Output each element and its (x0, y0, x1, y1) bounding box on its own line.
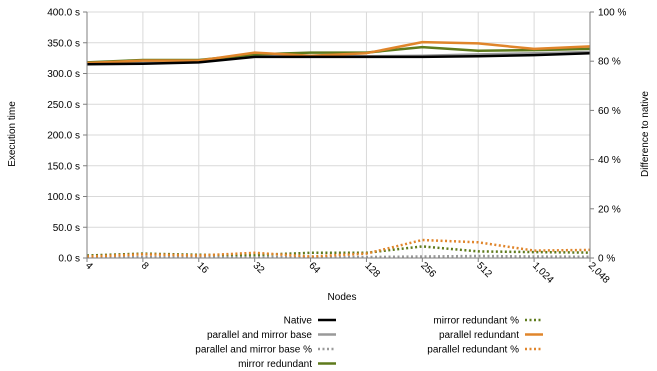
legend-label: parallel and mirror base (207, 330, 312, 341)
y-tick-label: 200.0 s (47, 131, 80, 142)
x-tick-label: 16 (195, 260, 211, 276)
legend-label: parallel redundant (439, 330, 519, 341)
x-tick-label: 64 (306, 260, 322, 276)
series-line-parallel-and-mirror-base-pct (86, 254, 591, 259)
y2-tick-label: 20 % (598, 204, 621, 215)
legend-label: parallel and mirror base % (195, 345, 312, 356)
y2-tick-label: 40 % (598, 155, 621, 166)
y-tick-label: 300.0 s (47, 69, 80, 80)
x-tick-label: 256 (418, 260, 438, 280)
x-tick-label: 8 (139, 260, 151, 272)
y2-tick-label: 60 % (598, 106, 621, 117)
x-tick-label: 4 (83, 260, 95, 272)
legend-label: mirror redundant % (433, 316, 519, 327)
y-tick-label: 100.0 s (47, 192, 80, 203)
legend-label: Native (284, 316, 313, 327)
y2-axis-title: Difference to native (640, 91, 651, 177)
y-axis-title: Execution time (7, 101, 18, 167)
x-axis-title: Nodes (328, 292, 357, 303)
legend-label: parallel redundant % (427, 345, 519, 356)
y-tick-label: 50.0 s (53, 223, 80, 234)
y-tick-label: 250.0 s (47, 100, 80, 111)
y-tick-label: 0.0 s (58, 254, 80, 265)
y2-tick-label: 0 % (598, 254, 615, 265)
legend-label: mirror redundant (238, 359, 312, 370)
x-tick-label: 128 (362, 260, 382, 280)
legend: Native parallel and mirror base parallel a… (195, 316, 543, 370)
y2-tick-label: 100 % (598, 8, 626, 19)
y-tick-label: 150.0 s (47, 161, 80, 172)
y-tick-label: 350.0 s (47, 38, 80, 49)
series-line-native (86, 51, 591, 66)
y2-tick-label: 80 % (598, 57, 621, 68)
series-layer (86, 40, 591, 259)
y-tick-label: 400.0 s (47, 8, 80, 19)
x-tick-label: 1,024 (530, 260, 556, 286)
series-line-parallel-redundant-pct (86, 238, 591, 258)
series-line-parallel-redundant (86, 40, 591, 65)
grid (87, 11, 591, 258)
axes (83, 11, 594, 262)
x-tick-label: 512 (474, 260, 494, 280)
series-line-mirror-redundant-pct (86, 245, 591, 257)
x-tick-label: 32 (251, 260, 267, 276)
